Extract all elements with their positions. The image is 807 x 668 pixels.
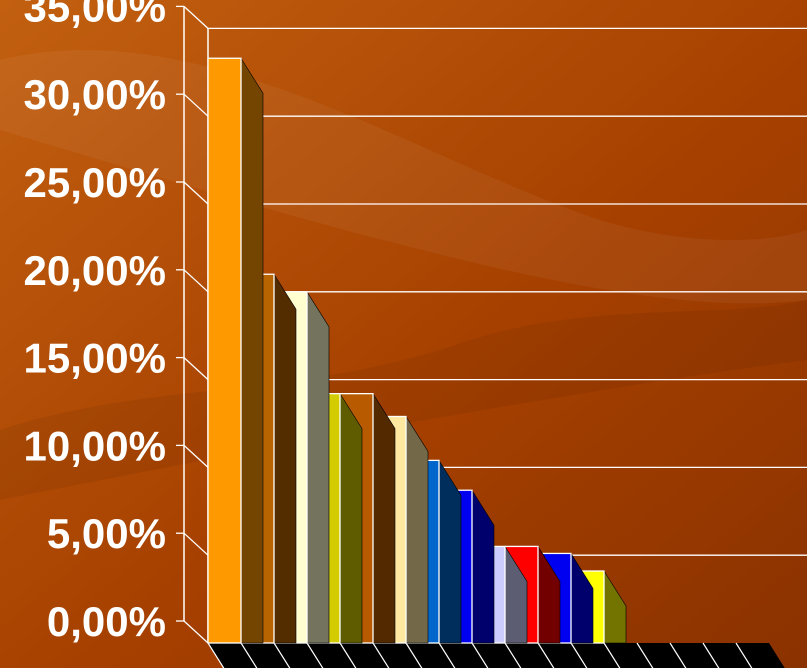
bar: [207, 57, 242, 644]
y-tick-label: 10,00%: [24, 422, 166, 469]
floor-separator: [405, 642, 423, 668]
chart-floor-plane: [208, 643, 785, 668]
side-wall-line: [183, 444, 209, 468]
side-wall-line: [183, 620, 209, 644]
background-swoosh: [0, 300, 807, 500]
floor-separator: [537, 642, 555, 668]
side-wall-line: [183, 5, 209, 29]
bar-zero-separator: [702, 642, 720, 668]
side-wall-line: [183, 93, 209, 117]
bar-side-face: [372, 392, 396, 644]
floor-separator: [339, 642, 357, 668]
y-tick-label: 25,00%: [24, 159, 166, 206]
background-swoosh: [0, 49, 807, 304]
bars: [207, 57, 753, 668]
y-tick-label: 15,00%: [24, 335, 166, 382]
bar-zero-separator: [735, 642, 753, 668]
bar-side-face: [306, 290, 330, 644]
floor-separator: [306, 642, 324, 668]
y-tick-label: 5,00%: [47, 510, 166, 557]
side-wall-line: [183, 181, 209, 205]
side-wall-line: [183, 357, 209, 381]
bar-zero-separator: [603, 642, 621, 668]
y-tick-label: 30,00%: [24, 71, 166, 118]
floor-separator: [570, 642, 588, 668]
floor-separator: [504, 642, 522, 668]
floor-separator: [372, 642, 390, 668]
floor-separator: [240, 642, 258, 668]
chart-floor: [207, 642, 785, 668]
side-wall-line: [183, 532, 209, 556]
floor-separator: [471, 642, 489, 668]
side-wall-line: [183, 269, 209, 293]
bar-side-face: [240, 57, 264, 644]
bar-zero-separator: [636, 642, 654, 668]
y-tick-label: 20,00%: [24, 247, 166, 294]
floor-separator: [438, 642, 456, 668]
y-tick-label: 35,00%: [24, 0, 166, 30]
bar-zero-separator: [669, 642, 687, 668]
bar-side-face: [405, 415, 429, 644]
floor-separator: [207, 642, 225, 668]
y-tick-labels: 0,00% 5,00% 10,00% 15,00% 20,00% 25,00% 30,00%…: [24, 0, 166, 645]
floor-separator: [273, 642, 291, 668]
bar-side-face: [273, 273, 297, 644]
y-tick-label: 0,00%: [47, 598, 166, 645]
bar-side-face: [339, 392, 363, 644]
